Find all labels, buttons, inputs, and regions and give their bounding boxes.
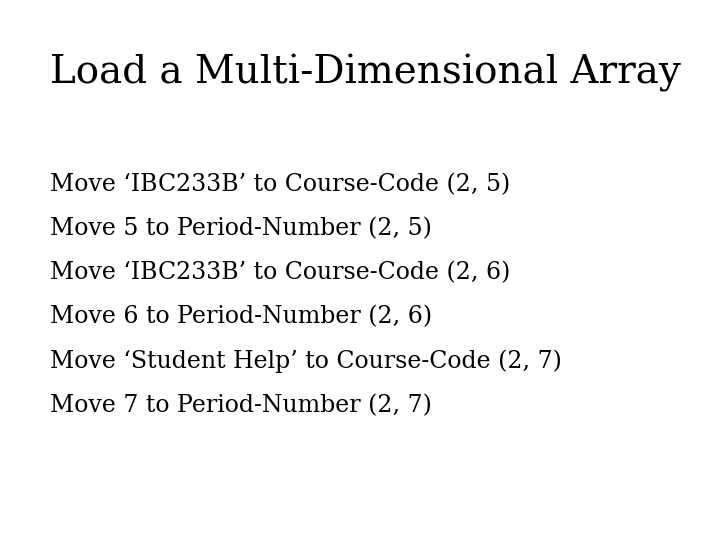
- Text: Move 5 to Period-Number (2, 5): Move 5 to Period-Number (2, 5): [50, 217, 432, 240]
- Text: Move ‘IBC233B’ to Course-Code (2, 6): Move ‘IBC233B’ to Course-Code (2, 6): [50, 261, 510, 285]
- Text: Move 7 to Period-Number (2, 7): Move 7 to Period-Number (2, 7): [50, 394, 432, 417]
- Text: Move 6 to Period-Number (2, 6): Move 6 to Period-Number (2, 6): [50, 306, 433, 329]
- Text: Move ‘Student Help’ to Course-Code (2, 7): Move ‘Student Help’ to Course-Code (2, 7…: [50, 350, 562, 374]
- Text: Load a Multi-Dimensional Array: Load a Multi-Dimensional Array: [50, 54, 681, 92]
- Text: Move ‘IBC233B’ to Course-Code (2, 5): Move ‘IBC233B’ to Course-Code (2, 5): [50, 173, 510, 196]
